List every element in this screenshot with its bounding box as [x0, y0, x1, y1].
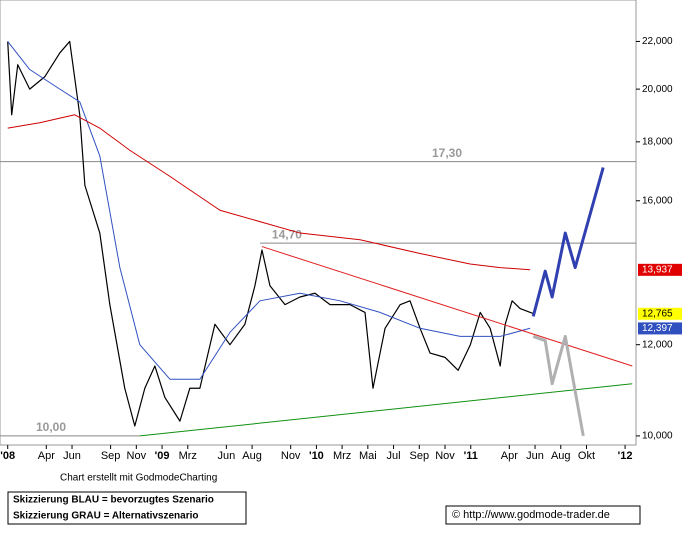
x-tick-label: Nov	[281, 450, 301, 462]
note: Skizzierung GRAU = Alternativszenario	[13, 511, 199, 522]
source-box	[445, 505, 641, 525]
x-tick-label: Aug	[551, 450, 571, 462]
price-line	[532, 334, 585, 437]
price-line	[139, 383, 633, 437]
x-tick-label: Okt	[578, 450, 595, 462]
level-label: 17,30	[432, 146, 462, 160]
price-marker-label: 12,397	[642, 323, 673, 334]
x-tick-label: '11	[464, 450, 478, 462]
y-tick-label: 20,000	[642, 84, 673, 95]
x-tick-label: Mai	[359, 450, 377, 462]
price-line	[7, 41, 531, 380]
price-marker	[638, 307, 682, 320]
x-tick-label: Mrz	[333, 450, 351, 462]
y-tick-label: 22,000	[642, 36, 673, 47]
price-marker-label: 13,937	[642, 264, 673, 275]
level-label: 14,70	[272, 227, 302, 241]
credit: Chart erstellt mit GodmodeCharting	[60, 473, 217, 484]
x-tick-label: Sep	[101, 450, 121, 462]
price-line	[531, 167, 605, 317]
x-tick-label: Sep	[409, 450, 429, 462]
x-tick-label: '12	[618, 450, 633, 462]
x-tick-label: Nov	[127, 450, 147, 462]
source: © http://www.godmode-trader.de	[452, 509, 610, 521]
price-marker	[638, 263, 682, 276]
price-line	[7, 40, 534, 427]
x-tick-label: '10	[309, 450, 324, 462]
x-tick-label: Jun	[63, 450, 81, 462]
plot-frame	[0, 0, 637, 446]
note-box	[7, 491, 247, 525]
x-tick-label: Jun	[217, 450, 235, 462]
x-tick-label: '09	[155, 450, 170, 462]
y-tick-label: 10,000	[642, 431, 673, 442]
level-label: 10,00	[36, 420, 66, 434]
price-line	[261, 246, 633, 367]
x-tick-label: Apr	[501, 450, 518, 462]
x-tick-label: Jun	[526, 450, 544, 462]
note: Skizzierung BLAU = bevorzugtes Szenario	[13, 495, 214, 506]
y-tick-label: 16,000	[642, 195, 673, 206]
price-line	[7, 114, 531, 271]
price-marker-label: 12,765	[642, 308, 673, 319]
price-marker	[638, 322, 682, 335]
x-tick-label: Mrz	[179, 450, 197, 462]
x-tick-label: Jul	[387, 450, 401, 462]
y-tick-label: 18,000	[642, 136, 673, 147]
x-tick-label: Apr	[38, 450, 55, 462]
x-tick-label: Nov	[435, 450, 455, 462]
x-tick-label: Aug	[242, 450, 262, 462]
x-tick-label: '08	[0, 450, 15, 462]
y-tick-label: 12,000	[642, 339, 673, 350]
